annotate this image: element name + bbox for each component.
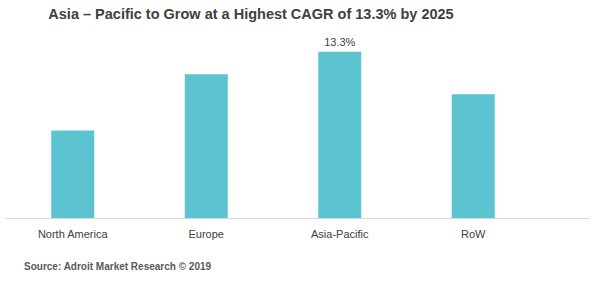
x-tick-label: North America: [38, 228, 109, 240]
bar: [318, 52, 361, 218]
x-tick-label: Europe: [189, 228, 224, 240]
bar: [185, 74, 228, 218]
source: Source: Adroit Market Research © 2019: [24, 261, 212, 272]
x-axis-line: [6, 218, 590, 219]
chart: Asia – Pacific to Grow at a Highest CAGR…: [0, 0, 594, 288]
bars: [51, 52, 495, 218]
x-tick-label: Asia-Pacific: [311, 228, 369, 240]
bar: [452, 94, 495, 218]
data-label: 13.3%: [324, 36, 355, 48]
x-tick-label: RoW: [461, 228, 486, 240]
title: Asia – Pacific to Grow at a Highest CAGR…: [48, 6, 453, 22]
bar: [51, 131, 94, 219]
